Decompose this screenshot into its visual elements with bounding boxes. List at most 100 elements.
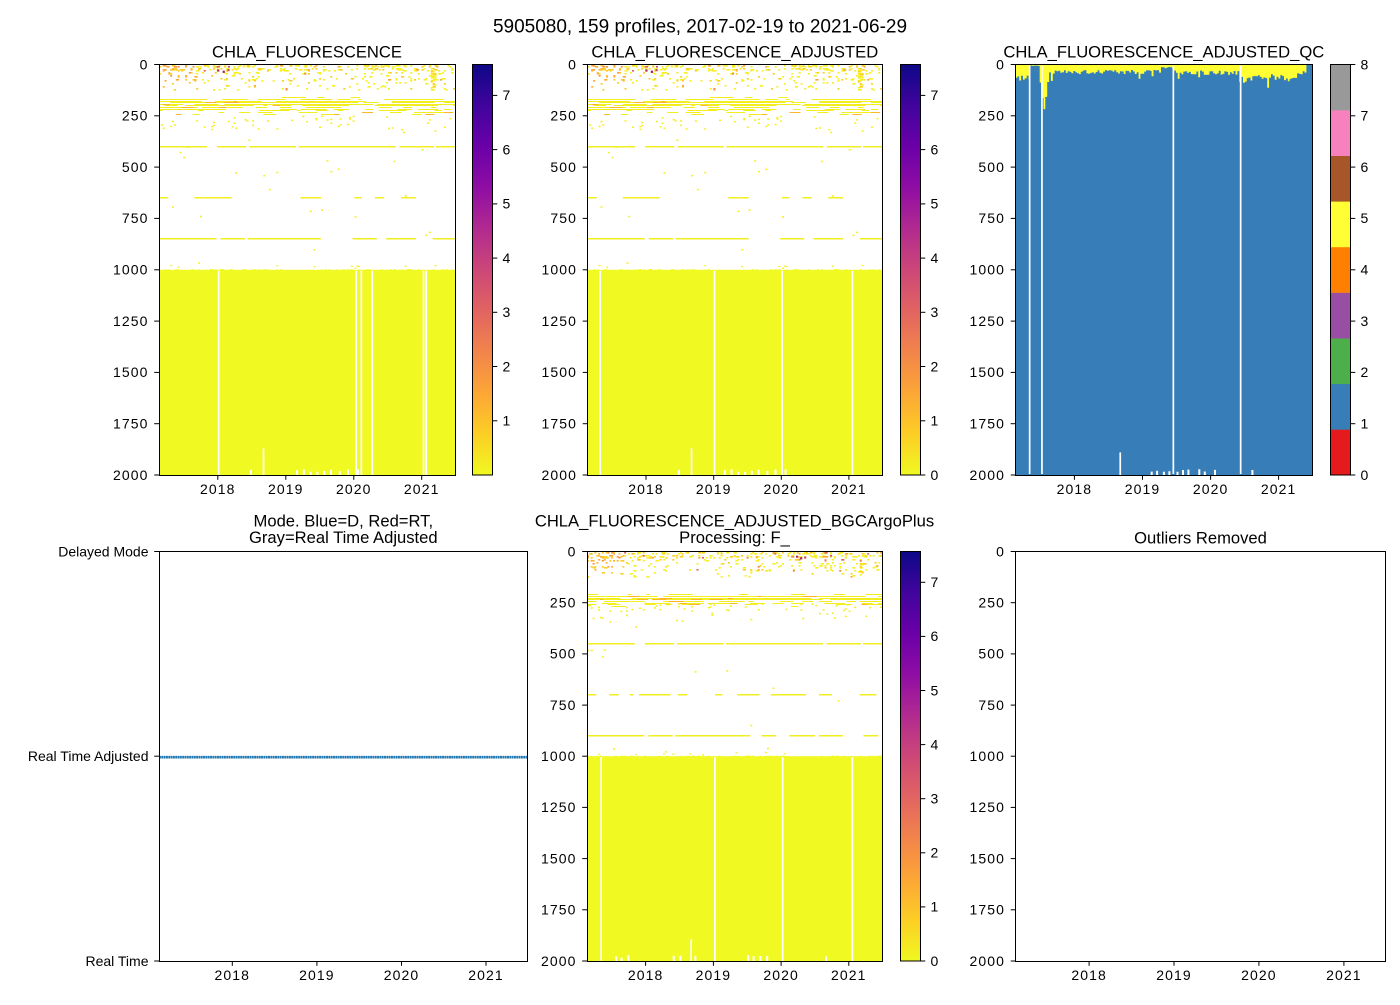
svg-text:1750: 1750 (541, 902, 577, 918)
svg-text:6: 6 (931, 628, 940, 644)
svg-text:6: 6 (1361, 159, 1370, 175)
svg-text:500: 500 (978, 646, 1005, 662)
svg-text:1: 1 (931, 899, 940, 915)
svg-text:250: 250 (550, 108, 577, 124)
svg-text:2000: 2000 (541, 467, 577, 483)
svg-text:CHLA_FLUORESCENCE: CHLA_FLUORESCENCE (212, 43, 402, 62)
svg-text:2019: 2019 (299, 967, 335, 983)
svg-text:750: 750 (978, 210, 1005, 226)
svg-text:250: 250 (978, 108, 1005, 124)
svg-text:1000: 1000 (969, 748, 1005, 764)
svg-text:2: 2 (503, 358, 512, 374)
svg-text:2019: 2019 (696, 967, 732, 983)
svg-text:500: 500 (550, 159, 577, 175)
svg-text:1250: 1250 (969, 313, 1005, 329)
svg-text:5: 5 (503, 196, 512, 212)
svg-text:750: 750 (978, 697, 1005, 713)
svg-text:Real Time: Real Time (85, 953, 148, 969)
svg-text:2018: 2018 (1057, 481, 1093, 497)
svg-text:1250: 1250 (541, 313, 577, 329)
svg-text:250: 250 (122, 108, 149, 124)
svg-text:3: 3 (1361, 313, 1370, 329)
svg-text:1750: 1750 (969, 416, 1005, 432)
svg-text:2019: 2019 (268, 481, 304, 497)
svg-text:5: 5 (1361, 210, 1370, 226)
svg-text:1750: 1750 (113, 416, 149, 432)
svg-text:CHLA_FLUORESCENCE_ADJUSTED: CHLA_FLUORESCENCE_ADJUSTED (591, 43, 878, 62)
svg-text:7: 7 (931, 574, 940, 590)
svg-text:2000: 2000 (113, 467, 149, 483)
svg-text:Real Time Adjusted: Real Time Adjusted (28, 748, 149, 764)
svg-text:3: 3 (503, 304, 512, 320)
svg-text:CHLA_FLUORESCENCE_ADJUSTED_QC: CHLA_FLUORESCENCE_ADJUSTED_QC (1003, 43, 1324, 62)
svg-text:4: 4 (931, 736, 940, 752)
svg-text:2018: 2018 (628, 481, 664, 497)
svg-text:2018: 2018 (628, 967, 664, 983)
svg-text:0: 0 (996, 543, 1005, 559)
svg-text:1250: 1250 (541, 799, 577, 815)
svg-text:2: 2 (931, 358, 940, 374)
svg-text:2: 2 (1361, 364, 1370, 380)
svg-text:Mode. Blue=D, Red=RT,: Mode. Blue=D, Red=RT, (254, 512, 434, 531)
svg-text:1: 1 (931, 413, 940, 429)
svg-text:2020: 2020 (763, 967, 799, 983)
svg-text:1500: 1500 (969, 850, 1005, 866)
svg-text:5: 5 (931, 682, 940, 698)
svg-text:250: 250 (978, 595, 1005, 611)
svg-text:3: 3 (931, 791, 940, 807)
svg-text:1000: 1000 (113, 262, 149, 278)
svg-text:1250: 1250 (113, 313, 149, 329)
svg-text:0: 0 (1361, 467, 1370, 483)
svg-text:1500: 1500 (541, 850, 577, 866)
svg-text:4: 4 (931, 250, 940, 266)
svg-text:4: 4 (1361, 262, 1370, 278)
svg-text:750: 750 (122, 210, 149, 226)
svg-text:7: 7 (1361, 108, 1370, 124)
svg-text:2019: 2019 (696, 481, 732, 497)
svg-text:2021: 2021 (1261, 481, 1297, 497)
svg-text:1000: 1000 (969, 262, 1005, 278)
svg-text:2021: 2021 (831, 481, 867, 497)
svg-text:2021: 2021 (1326, 967, 1362, 983)
svg-text:2019: 2019 (1125, 481, 1161, 497)
svg-text:5905080, 159 profiles, 2017-02: 5905080, 159 profiles, 2017-02-19 to 202… (493, 17, 907, 38)
svg-text:CHLA_FLUORESCENCE_ADJUSTED_BGC: CHLA_FLUORESCENCE_ADJUSTED_BGCArgoPlus (535, 512, 934, 531)
svg-text:1500: 1500 (113, 364, 149, 380)
svg-text:500: 500 (978, 159, 1005, 175)
svg-text:0: 0 (996, 56, 1005, 72)
svg-text:1750: 1750 (969, 902, 1005, 918)
svg-text:7: 7 (931, 87, 940, 103)
svg-text:Gray=Real Time Adjusted: Gray=Real Time Adjusted (249, 528, 438, 547)
svg-text:750: 750 (550, 210, 577, 226)
svg-text:6: 6 (931, 141, 940, 157)
svg-text:7: 7 (503, 87, 512, 103)
svg-text:2020: 2020 (1241, 967, 1277, 983)
svg-text:2020: 2020 (336, 481, 372, 497)
svg-text:500: 500 (550, 646, 577, 662)
svg-text:1250: 1250 (969, 799, 1005, 815)
svg-text:0: 0 (931, 953, 940, 969)
svg-text:1500: 1500 (969, 364, 1005, 380)
svg-text:2019: 2019 (1156, 967, 1192, 983)
svg-text:0: 0 (931, 467, 940, 483)
svg-text:8: 8 (1361, 56, 1370, 72)
svg-text:3: 3 (931, 304, 940, 320)
svg-text:2020: 2020 (764, 481, 800, 497)
svg-text:2021: 2021 (831, 967, 867, 983)
svg-text:1: 1 (1361, 416, 1370, 432)
svg-text:2018: 2018 (215, 967, 251, 983)
svg-text:0: 0 (568, 543, 577, 559)
svg-text:2020: 2020 (384, 967, 420, 983)
svg-text:1500: 1500 (541, 364, 577, 380)
svg-text:2018: 2018 (200, 481, 236, 497)
svg-text:750: 750 (550, 697, 577, 713)
svg-text:1000: 1000 (541, 748, 577, 764)
svg-text:2000: 2000 (969, 953, 1005, 969)
svg-text:0: 0 (568, 56, 577, 72)
svg-text:500: 500 (122, 159, 149, 175)
svg-text:Processing: F_: Processing: F_ (679, 528, 790, 547)
svg-text:4: 4 (503, 250, 512, 266)
svg-text:2021: 2021 (404, 481, 440, 497)
svg-text:1000: 1000 (541, 262, 577, 278)
svg-text:0: 0 (140, 56, 149, 72)
